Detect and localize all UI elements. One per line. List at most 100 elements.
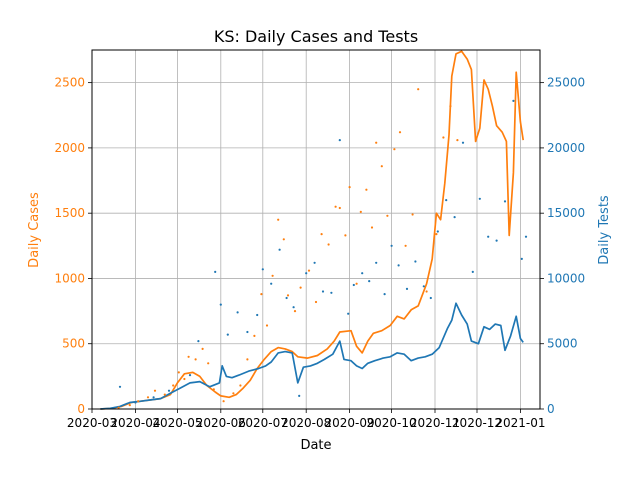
tests-scatter-point (520, 257, 523, 260)
tests-scatter-point (405, 287, 409, 290)
x-tick-label: 2020-05 (152, 416, 202, 430)
y-right-tick-label: 0 (547, 402, 555, 416)
tests-scatter-point (414, 260, 417, 263)
tests-scatter-point (471, 270, 474, 273)
tests-scatter-point (152, 396, 155, 399)
tests-scatter-point (167, 389, 171, 392)
x-tick-label: 2021-01 (495, 416, 545, 430)
tests-scatter-point (383, 293, 386, 296)
tests-scatter-point (361, 272, 364, 275)
tests-scatter-point (270, 282, 273, 285)
y-left-tick-label: 500 (62, 337, 85, 351)
tests-scatter-point (338, 139, 341, 142)
tests-scatter-point (347, 312, 350, 315)
tests-scatter-point (219, 303, 222, 306)
y-right-tick-label: 5000 (547, 337, 578, 351)
tests-scatter-point (436, 230, 439, 233)
cases-scatter-point (286, 294, 290, 297)
cases-scatter-point (271, 274, 274, 277)
cases-scatter-point (314, 300, 318, 304)
tests-scatter-point (188, 374, 192, 377)
cases-scatter-point (355, 282, 358, 285)
cases-scatter-point (172, 384, 175, 387)
tests-scatter-point (246, 330, 249, 334)
tests-scatter-point (285, 296, 288, 300)
cases-scatter-point (253, 334, 256, 337)
cases-scatter-point (370, 226, 374, 229)
tests-scatter-point (495, 239, 498, 242)
tests-scatter-point (422, 285, 425, 288)
cases-scatter-point (201, 347, 204, 350)
cases-scatter-point (222, 400, 225, 403)
tests-scatter-point (429, 296, 432, 300)
axes-frame (91, 49, 541, 410)
x-tick-label: 2020-08 (281, 416, 331, 430)
cases-scatter-point (417, 88, 420, 91)
y-left-tick-label: 2500 (54, 76, 85, 90)
cases-scatter-point (359, 210, 362, 213)
y-right-tick-label: 20000 (547, 141, 585, 155)
tests-scatter-point (236, 311, 239, 314)
cases-scatter-point (456, 139, 459, 142)
tests-scatter-point (478, 197, 481, 200)
tests-scatter-point (278, 248, 281, 251)
tests-scatter-point (445, 199, 448, 202)
x-tick-label: 2020-04 (110, 416, 160, 430)
cases-scatter-point (442, 136, 445, 139)
cases-scatter-point (187, 355, 190, 358)
y-left-tick-label: 0 (77, 402, 85, 416)
cases-scatter-point (128, 404, 131, 407)
cases-scatter-point (153, 389, 157, 392)
tests-scatter-point (453, 216, 456, 219)
axis-ticks: 2020-032020-042020-052020-062020-072020-… (54, 76, 585, 430)
cases-rolling-line (100, 50, 525, 410)
cases-scatter-point (449, 105, 452, 108)
chart-title: KS: Daily Cases and Tests (214, 27, 418, 46)
cases-scatter-point (365, 188, 368, 191)
tests-scatter-point (375, 261, 378, 264)
tests-scatter-point (524, 235, 528, 238)
tests-rolling-line (100, 302, 524, 410)
tests-scatter-point (134, 401, 137, 404)
tests-scatter-point (214, 270, 217, 273)
cases-scatter-point (320, 233, 323, 236)
x-tick-label: 2020-10 (367, 416, 417, 430)
cases-scatter-point (293, 310, 297, 313)
y-left-tick-label: 2000 (54, 141, 85, 155)
cases-scatter-point (282, 238, 285, 241)
cases-scatter-point (194, 358, 197, 361)
cases-scatter-point (246, 358, 249, 361)
cases-scatter-point (265, 324, 269, 327)
x-tick-label: 2020-11 (410, 416, 460, 430)
tests-scatter-point (305, 272, 308, 275)
y-right-tick-label: 10000 (547, 271, 585, 285)
cases-scatter-point (398, 131, 402, 134)
cases-scatter-point (348, 186, 351, 189)
cases-scatter-point (435, 233, 438, 236)
cases-scatter-point (338, 206, 341, 210)
tests-scatter-point (352, 283, 355, 287)
cases-scatter-point (334, 205, 337, 208)
plot-area (100, 50, 528, 410)
tests-scatter-point (256, 313, 259, 317)
cases-scatter-point (260, 293, 263, 296)
cases-scatter-point (386, 214, 389, 217)
tests-scatter-point (397, 264, 400, 267)
x-tick-label: 2020-06 (196, 416, 246, 430)
cases-scatter-point (307, 269, 311, 272)
x-tick-label: 2020-07 (238, 416, 288, 430)
cases-scatter-point (299, 286, 302, 289)
x-tick-label: 2020-03 (67, 416, 117, 430)
cases-scatter-point (344, 234, 347, 237)
tests-scatter-point (487, 235, 490, 238)
y-axis-left-label: Daily Cases (27, 192, 42, 268)
cases-scatter-point (380, 165, 383, 168)
cases-scatter-point (177, 371, 180, 374)
tests-scatter-point (503, 200, 507, 203)
cases-scatter-point (239, 384, 242, 387)
tests-scatter-point (461, 141, 465, 144)
tests-scatter-point (118, 385, 122, 388)
tests-scatter-point (390, 244, 393, 247)
tests-scatter-point (512, 99, 515, 102)
